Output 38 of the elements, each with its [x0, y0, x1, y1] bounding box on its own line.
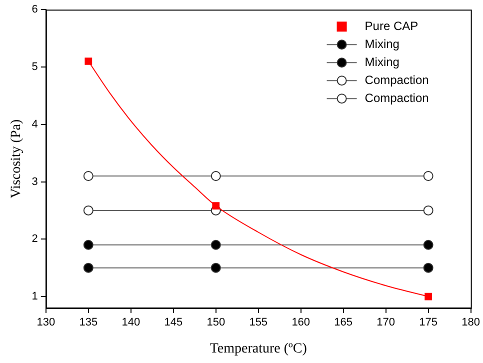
- point: [423, 205, 434, 216]
- x-tick-label: 180: [462, 316, 480, 329]
- y-tick-label: 6: [32, 4, 38, 16]
- legend-label: Mixing: [364, 36, 400, 51]
- x-tick-label: 145: [164, 316, 183, 329]
- legend-label: Compaction: [364, 90, 429, 105]
- x-tick-label: 150: [206, 316, 226, 329]
- x-axis-title: Temperature (ºC): [210, 341, 308, 356]
- x-tick-label: 130: [36, 316, 56, 329]
- x-tick-label: 165: [334, 316, 353, 329]
- point: [210, 240, 221, 250]
- y-tick-label: 4: [32, 118, 38, 130]
- legend-label: Mixing: [364, 54, 400, 69]
- point: [83, 262, 94, 273]
- x-tick-label: 170: [376, 316, 396, 329]
- legend-label: Pure CAP: [364, 18, 418, 33]
- point: [423, 171, 434, 182]
- point: [210, 171, 221, 182]
- point: [84, 58, 92, 65]
- point: [424, 292, 432, 300]
- x-tick-label: 140: [122, 316, 140, 329]
- y-axis-title: Viscosity (Pa): [9, 119, 24, 198]
- x-tick-label: 135: [79, 316, 98, 329]
- point: [212, 202, 220, 210]
- x-tick-label: 155: [249, 316, 268, 329]
- y-tick-label: 2: [32, 233, 38, 246]
- y-tick-label: 3: [32, 176, 38, 188]
- legend-label: Compaction: [364, 72, 429, 87]
- x-tick-label: 160: [292, 316, 310, 329]
- point: [210, 262, 221, 273]
- y-tick-label: 1: [32, 290, 38, 303]
- point: [423, 262, 434, 273]
- point: [83, 171, 94, 182]
- x-tick-label: 175: [419, 316, 438, 329]
- point: [83, 205, 94, 216]
- y-tick-label: 5: [32, 61, 38, 74]
- point: [83, 240, 94, 250]
- point: [423, 240, 434, 250]
